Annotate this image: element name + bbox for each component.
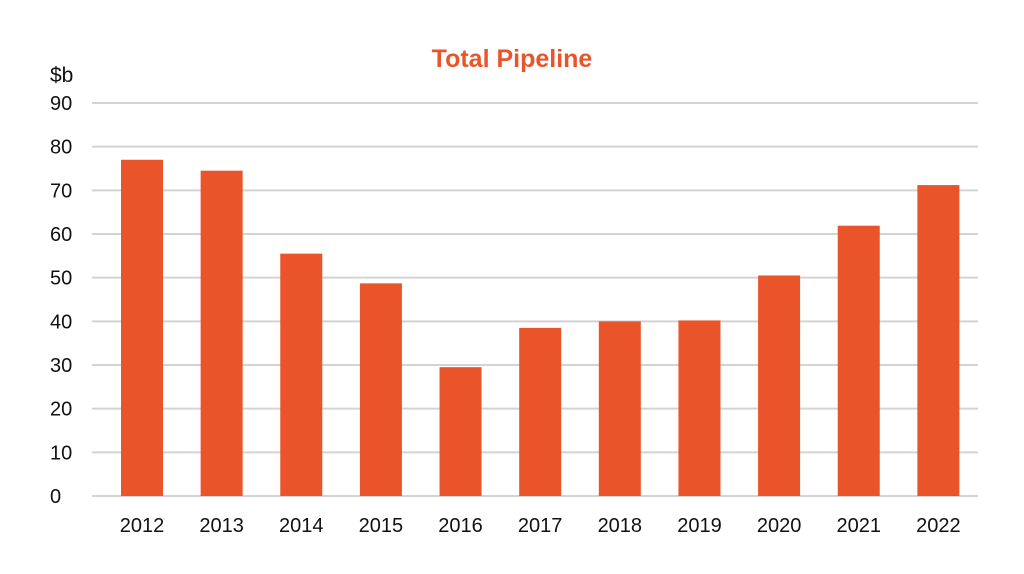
x-tick-label: 2017 bbox=[518, 515, 563, 537]
y-tick-label: 10 bbox=[50, 442, 72, 464]
y-tick-label: 90 bbox=[50, 93, 72, 115]
y-tick-label: 80 bbox=[50, 137, 72, 159]
x-tick-label: 2018 bbox=[598, 515, 643, 537]
y-tick-label: 30 bbox=[50, 355, 72, 377]
y-tick-label: 0 bbox=[50, 486, 61, 508]
x-tick-label: 2012 bbox=[120, 515, 165, 537]
y-axis-ticks: 0 10 20 30 40 50 60 70 80 90 bbox=[50, 93, 72, 508]
y-tick-label: 40 bbox=[50, 311, 72, 333]
bar-2017 bbox=[519, 327, 562, 496]
bar-2013 bbox=[200, 170, 243, 496]
bar-2018 bbox=[598, 321, 641, 496]
bar-2022 bbox=[917, 185, 960, 497]
x-tick-label: 2013 bbox=[199, 515, 244, 537]
bar-2012 bbox=[121, 159, 163, 496]
chart-title: Total Pipeline bbox=[432, 45, 593, 73]
x-tick-label: 2020 bbox=[757, 515, 802, 537]
x-tick-label: 2021 bbox=[836, 515, 881, 537]
bar-2020 bbox=[758, 275, 801, 496]
y-tick-label: 60 bbox=[50, 224, 72, 246]
x-tick-label: 2022 bbox=[916, 515, 961, 537]
x-tick-label: 2019 bbox=[677, 515, 722, 537]
bars bbox=[121, 159, 960, 497]
x-axis-ticks: 2012 2013 2014 2015 2016 2017 2018 2019 2020 2021… bbox=[120, 515, 961, 537]
y-tick-label: 20 bbox=[50, 399, 72, 421]
bar-2014 bbox=[280, 253, 323, 496]
y-tick-label: 70 bbox=[50, 180, 72, 202]
x-tick-label: 2015 bbox=[359, 515, 404, 537]
x-tick-label: 2014 bbox=[279, 515, 324, 537]
bar-2016 bbox=[439, 367, 482, 496]
bar-2019 bbox=[678, 320, 721, 496]
x-tick-label: 2016 bbox=[438, 515, 483, 537]
bar-2021 bbox=[837, 225, 880, 496]
y-tick-label: 50 bbox=[50, 268, 72, 290]
y-axis-unit-label: $b bbox=[50, 64, 73, 87]
bar-2015 bbox=[359, 283, 402, 496]
